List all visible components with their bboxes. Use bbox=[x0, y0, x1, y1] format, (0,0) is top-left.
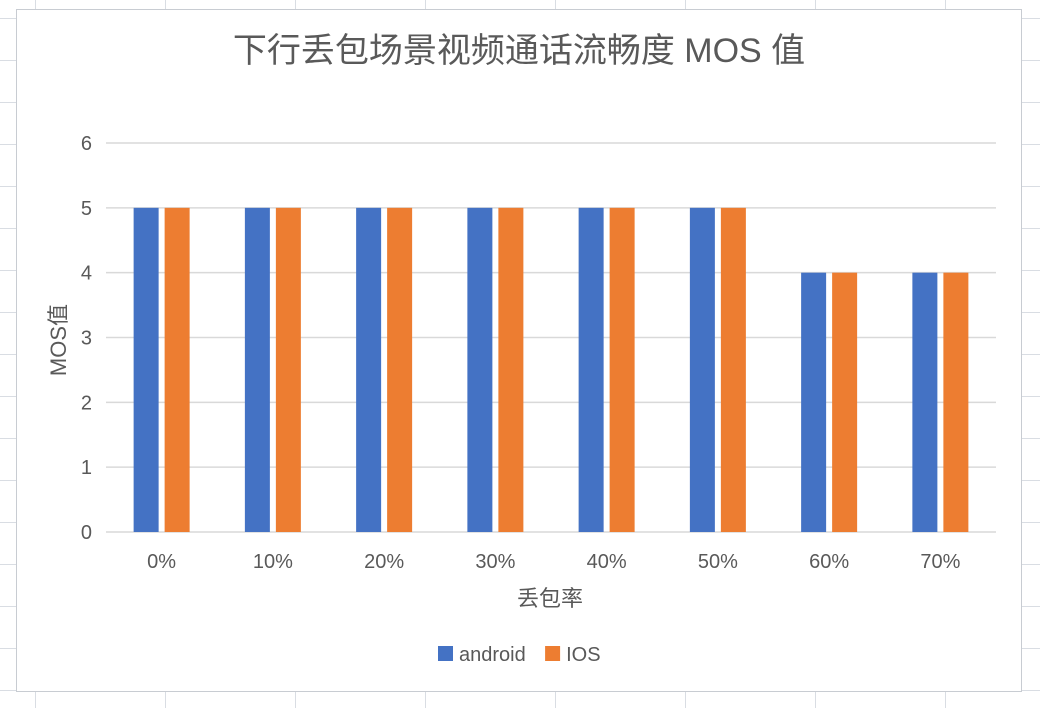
y-tick-label: 1 bbox=[81, 457, 92, 479]
bar-android-2[interactable] bbox=[356, 207, 382, 533]
bar-ios-7[interactable] bbox=[943, 272, 969, 532]
bars bbox=[133, 207, 969, 533]
bar-ios-6[interactable] bbox=[832, 272, 858, 532]
chart-title: 下行丢包场景视频通话流畅度 MOS 值 bbox=[233, 32, 805, 70]
bar-ios-5[interactable] bbox=[720, 207, 746, 533]
legend-item-ios[interactable]: IOS bbox=[545, 644, 601, 666]
bar-ios-2[interactable] bbox=[387, 207, 413, 533]
y-axis-ticks: 0 1 2 3 4 5 6 bbox=[81, 133, 92, 544]
x-tick-label: 70% bbox=[920, 551, 960, 573]
x-tick-label: 10% bbox=[253, 551, 293, 573]
x-axis-ticks: 0% 10% 20% 30% 40% 50% 60% 70% bbox=[147, 551, 960, 573]
y-tick-label: 0 bbox=[81, 522, 92, 544]
legend: android IOS bbox=[438, 644, 601, 666]
x-tick-label: 30% bbox=[475, 551, 515, 573]
bar-android-5[interactable] bbox=[689, 207, 715, 533]
x-tick-label: 60% bbox=[809, 551, 849, 573]
bar-ios-3[interactable] bbox=[498, 207, 524, 533]
legend-item-android[interactable]: android bbox=[438, 644, 526, 666]
x-tick-label: 0% bbox=[147, 551, 176, 573]
bar-android-6[interactable] bbox=[801, 272, 827, 532]
y-tick-label: 2 bbox=[81, 392, 92, 414]
bar-android-0[interactable] bbox=[133, 207, 159, 533]
y-tick-label: 4 bbox=[81, 263, 92, 285]
x-tick-label: 20% bbox=[364, 551, 404, 573]
gridlines bbox=[106, 142, 996, 533]
bar-android-4[interactable] bbox=[578, 207, 604, 533]
bar-android-3[interactable] bbox=[467, 207, 493, 533]
y-tick-label: 5 bbox=[81, 198, 92, 220]
legend-swatch bbox=[545, 646, 561, 661]
legend-swatch bbox=[438, 646, 453, 661]
bar-ios-1[interactable] bbox=[275, 207, 301, 533]
legend-label: IOS bbox=[566, 644, 600, 666]
x-tick-label: 40% bbox=[587, 551, 627, 573]
bar-ios-0[interactable] bbox=[164, 207, 190, 533]
x-tick-label: 50% bbox=[698, 551, 738, 573]
bar-android-1[interactable] bbox=[244, 207, 270, 533]
x-axis-label: 丢包率 bbox=[517, 586, 583, 611]
y-tick-label: 6 bbox=[81, 133, 92, 155]
bar-android-7[interactable] bbox=[912, 272, 938, 532]
legend-label: android bbox=[459, 644, 526, 666]
bar-ios-4[interactable] bbox=[609, 207, 635, 533]
y-tick-label: 3 bbox=[81, 328, 92, 350]
y-axis-label: MOS值 bbox=[46, 304, 71, 376]
